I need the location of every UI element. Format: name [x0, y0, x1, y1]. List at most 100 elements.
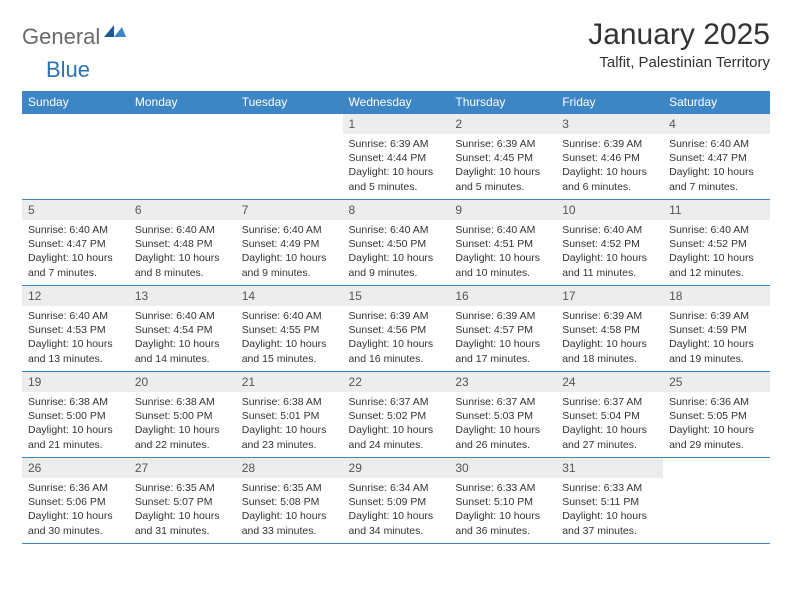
- day-info: Sunrise: 6:39 AMSunset: 4:56 PMDaylight:…: [343, 306, 450, 370]
- day-info: Sunrise: 6:37 AMSunset: 5:02 PMDaylight:…: [343, 392, 450, 456]
- day-cell: 4Sunrise: 6:40 AMSunset: 4:47 PMDaylight…: [663, 114, 770, 200]
- day-info: Sunrise: 6:40 AMSunset: 4:52 PMDaylight:…: [556, 220, 663, 284]
- day-info: Sunrise: 6:39 AMSunset: 4:57 PMDaylight:…: [449, 306, 556, 370]
- day-info: Sunrise: 6:37 AMSunset: 5:03 PMDaylight:…: [449, 392, 556, 456]
- day-info: Sunrise: 6:40 AMSunset: 4:47 PMDaylight:…: [22, 220, 129, 284]
- day-cell: 8Sunrise: 6:40 AMSunset: 4:50 PMDaylight…: [343, 200, 450, 286]
- day-info: Sunrise: 6:37 AMSunset: 5:04 PMDaylight:…: [556, 392, 663, 456]
- day-number: 28: [236, 458, 343, 478]
- day-cell: 22Sunrise: 6:37 AMSunset: 5:02 PMDayligh…: [343, 372, 450, 458]
- day-cell: 5Sunrise: 6:40 AMSunset: 4:47 PMDaylight…: [22, 200, 129, 286]
- day-info: Sunrise: 6:35 AMSunset: 5:08 PMDaylight:…: [236, 478, 343, 542]
- day-cell: 6Sunrise: 6:40 AMSunset: 4:48 PMDaylight…: [129, 200, 236, 286]
- day-info: Sunrise: 6:39 AMSunset: 4:44 PMDaylight:…: [343, 134, 450, 198]
- day-info: Sunrise: 6:38 AMSunset: 5:00 PMDaylight:…: [22, 392, 129, 456]
- day-number: 18: [663, 286, 770, 306]
- day-cell: 26Sunrise: 6:36 AMSunset: 5:06 PMDayligh…: [22, 458, 129, 544]
- day-cell: 1Sunrise: 6:39 AMSunset: 4:44 PMDaylight…: [343, 114, 450, 200]
- day-cell: 3Sunrise: 6:39 AMSunset: 4:46 PMDaylight…: [556, 114, 663, 200]
- day-number: 4: [663, 114, 770, 134]
- day-info: Sunrise: 6:39 AMSunset: 4:45 PMDaylight:…: [449, 134, 556, 198]
- day-number: 19: [22, 372, 129, 392]
- calendar-table: SundayMondayTuesdayWednesdayThursdayFrid…: [22, 91, 770, 544]
- day-info: Sunrise: 6:38 AMSunset: 5:00 PMDaylight:…: [129, 392, 236, 456]
- day-number: 20: [129, 372, 236, 392]
- day-cell: 27Sunrise: 6:35 AMSunset: 5:07 PMDayligh…: [129, 458, 236, 544]
- day-number: 27: [129, 458, 236, 478]
- day-info: Sunrise: 6:40 AMSunset: 4:50 PMDaylight:…: [343, 220, 450, 284]
- day-info: Sunrise: 6:40 AMSunset: 4:52 PMDaylight:…: [663, 220, 770, 284]
- day-cell: 2Sunrise: 6:39 AMSunset: 4:45 PMDaylight…: [449, 114, 556, 200]
- day-info: Sunrise: 6:40 AMSunset: 4:47 PMDaylight:…: [663, 134, 770, 198]
- day-number: 8: [343, 200, 450, 220]
- week-row: 19Sunrise: 6:38 AMSunset: 5:00 PMDayligh…: [22, 372, 770, 458]
- day-number: 17: [556, 286, 663, 306]
- day-number: 23: [449, 372, 556, 392]
- day-info: Sunrise: 6:36 AMSunset: 5:05 PMDaylight:…: [663, 392, 770, 456]
- day-number: 30: [449, 458, 556, 478]
- day-cell: 11Sunrise: 6:40 AMSunset: 4:52 PMDayligh…: [663, 200, 770, 286]
- day-cell: 20Sunrise: 6:38 AMSunset: 5:00 PMDayligh…: [129, 372, 236, 458]
- day-number: 1: [343, 114, 450, 134]
- day-number: 31: [556, 458, 663, 478]
- day-number: 13: [129, 286, 236, 306]
- day-info: Sunrise: 6:40 AMSunset: 4:54 PMDaylight:…: [129, 306, 236, 370]
- day-header-saturday: Saturday: [663, 91, 770, 114]
- day-number: 7: [236, 200, 343, 220]
- day-cell: 25Sunrise: 6:36 AMSunset: 5:05 PMDayligh…: [663, 372, 770, 458]
- week-row: ............1Sunrise: 6:39 AMSunset: 4:4…: [22, 114, 770, 200]
- day-number: 14: [236, 286, 343, 306]
- day-info: Sunrise: 6:39 AMSunset: 4:58 PMDaylight:…: [556, 306, 663, 370]
- empty-day-cell: ....: [129, 114, 236, 200]
- brand-flag-icon: [104, 23, 126, 46]
- day-info: Sunrise: 6:40 AMSunset: 4:53 PMDaylight:…: [22, 306, 129, 370]
- day-header-thursday: Thursday: [449, 91, 556, 114]
- day-header-row: SundayMondayTuesdayWednesdayThursdayFrid…: [22, 91, 770, 114]
- day-info: Sunrise: 6:40 AMSunset: 4:49 PMDaylight:…: [236, 220, 343, 284]
- day-number: 2: [449, 114, 556, 134]
- day-info: Sunrise: 6:35 AMSunset: 5:07 PMDaylight:…: [129, 478, 236, 542]
- day-cell: 21Sunrise: 6:38 AMSunset: 5:01 PMDayligh…: [236, 372, 343, 458]
- calendar-page: General January 2025 Talfit, Palestinian…: [0, 0, 792, 562]
- day-cell: 31Sunrise: 6:33 AMSunset: 5:11 PMDayligh…: [556, 458, 663, 544]
- day-cell: 23Sunrise: 6:37 AMSunset: 5:03 PMDayligh…: [449, 372, 556, 458]
- day-cell: 15Sunrise: 6:39 AMSunset: 4:56 PMDayligh…: [343, 286, 450, 372]
- day-cell: 16Sunrise: 6:39 AMSunset: 4:57 PMDayligh…: [449, 286, 556, 372]
- day-number: 15: [343, 286, 450, 306]
- day-number: 21: [236, 372, 343, 392]
- day-number: 22: [343, 372, 450, 392]
- day-cell: 13Sunrise: 6:40 AMSunset: 4:54 PMDayligh…: [129, 286, 236, 372]
- day-cell: 9Sunrise: 6:40 AMSunset: 4:51 PMDaylight…: [449, 200, 556, 286]
- week-row: 26Sunrise: 6:36 AMSunset: 5:06 PMDayligh…: [22, 458, 770, 544]
- empty-day-cell: ....: [236, 114, 343, 200]
- calendar-body: ............1Sunrise: 6:39 AMSunset: 4:4…: [22, 114, 770, 544]
- day-number: 9: [449, 200, 556, 220]
- brand-text-1: General: [22, 24, 100, 50]
- day-cell: 19Sunrise: 6:38 AMSunset: 5:00 PMDayligh…: [22, 372, 129, 458]
- day-info: Sunrise: 6:33 AMSunset: 5:11 PMDaylight:…: [556, 478, 663, 542]
- day-cell: 29Sunrise: 6:34 AMSunset: 5:09 PMDayligh…: [343, 458, 450, 544]
- day-info: Sunrise: 6:39 AMSunset: 4:46 PMDaylight:…: [556, 134, 663, 198]
- day-number: 16: [449, 286, 556, 306]
- day-info: Sunrise: 6:40 AMSunset: 4:48 PMDaylight:…: [129, 220, 236, 284]
- day-number: 3: [556, 114, 663, 134]
- week-row: 12Sunrise: 6:40 AMSunset: 4:53 PMDayligh…: [22, 286, 770, 372]
- day-cell: 28Sunrise: 6:35 AMSunset: 5:08 PMDayligh…: [236, 458, 343, 544]
- day-cell: 12Sunrise: 6:40 AMSunset: 4:53 PMDayligh…: [22, 286, 129, 372]
- day-number: 25: [663, 372, 770, 392]
- day-info: Sunrise: 6:38 AMSunset: 5:01 PMDaylight:…: [236, 392, 343, 456]
- day-cell: 30Sunrise: 6:33 AMSunset: 5:10 PMDayligh…: [449, 458, 556, 544]
- week-row: 5Sunrise: 6:40 AMSunset: 4:47 PMDaylight…: [22, 200, 770, 286]
- day-header-friday: Friday: [556, 91, 663, 114]
- day-number: 5: [22, 200, 129, 220]
- day-header-tuesday: Tuesday: [236, 91, 343, 114]
- day-cell: 7Sunrise: 6:40 AMSunset: 4:49 PMDaylight…: [236, 200, 343, 286]
- day-cell: 18Sunrise: 6:39 AMSunset: 4:59 PMDayligh…: [663, 286, 770, 372]
- day-cell: 24Sunrise: 6:37 AMSunset: 5:04 PMDayligh…: [556, 372, 663, 458]
- day-info: Sunrise: 6:39 AMSunset: 4:59 PMDaylight:…: [663, 306, 770, 370]
- brand-text-2: Blue: [46, 57, 90, 82]
- day-number: 6: [129, 200, 236, 220]
- day-number: 26: [22, 458, 129, 478]
- day-info: Sunrise: 6:33 AMSunset: 5:10 PMDaylight:…: [449, 478, 556, 542]
- day-header-wednesday: Wednesday: [343, 91, 450, 114]
